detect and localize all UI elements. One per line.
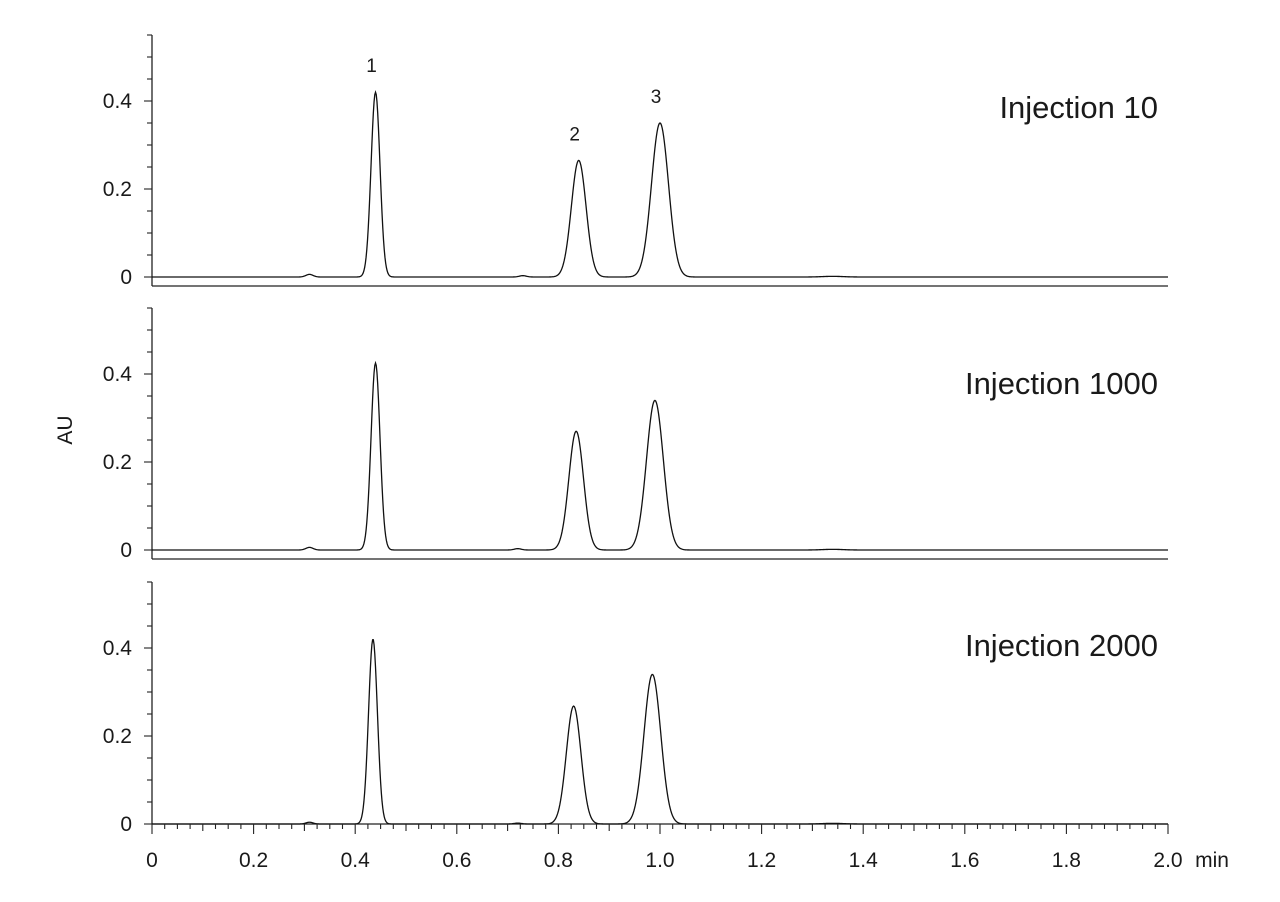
x-tick-label: 1.6 [950,849,979,872]
y-tick-label: 0 [120,539,132,562]
chromatogram-trace [152,360,1168,551]
y-tick-label: 0 [120,266,132,289]
x-axis-label: min [1195,849,1229,872]
peak-label: 2 [569,124,580,145]
x-tick-label: 0.2 [239,849,268,872]
peak-label: 3 [651,87,662,108]
y-tick-label: 0.4 [103,363,133,386]
x-tick-label: 1.8 [1052,849,1081,872]
y-axis-label: AU [54,415,77,444]
x-tick-label: 0.6 [442,849,471,872]
x-tick-label: 1.0 [645,849,674,872]
panel-title: Injection 1000 [965,366,1158,401]
y-tick-label: 0.4 [103,90,133,113]
chromatogram-trace [152,89,1168,278]
y-tick-label: 0.2 [103,451,132,474]
x-tick-label: 0 [146,849,158,872]
y-tick-label: 0.2 [103,725,132,748]
panel-title: Injection 2000 [965,628,1158,663]
x-tick-label: 1.4 [849,849,879,872]
y-tick-label: 0.2 [103,178,132,201]
peak-label: 1 [366,56,377,77]
y-tick-label: 0 [120,813,132,836]
y-tick-label: 0.4 [103,637,133,660]
chromatogram-trace [152,639,1168,825]
x-tick-label: 2.0 [1153,849,1182,872]
x-tick-label: 0.8 [544,849,573,872]
x-tick-label: 1.2 [747,849,776,872]
x-tick-label: 0.4 [341,849,371,872]
panel-title: Injection 10 [999,90,1158,125]
